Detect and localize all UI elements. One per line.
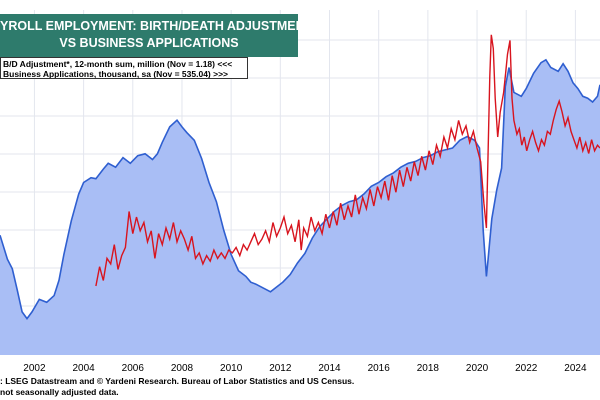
x-tick-label: 2004	[72, 363, 95, 374]
x-tick-label: 2002	[23, 363, 46, 374]
x-tick-label: 2006	[122, 363, 145, 374]
x-tick-label: 2016	[368, 363, 391, 374]
x-tick-label: 2020	[466, 363, 489, 374]
x-axis-ticks: 2002 2004 2006 2008 2010 2012 2014 2016 2018 2020…	[23, 363, 587, 374]
chart-title-line-1: YROLL EMPLOYMENT: BIRTH/DEATH ADJUSTMENT	[0, 19, 298, 33]
x-tick-label: 2008	[171, 363, 194, 374]
legend: B/D Adjustment*, 12-month sum, million (…	[0, 57, 248, 79]
x-tick-label: 2012	[269, 363, 292, 374]
business-applications-line	[0, 58, 600, 320]
x-tick-label: 2022	[515, 363, 538, 374]
x-tick-label: 2024	[564, 363, 587, 374]
legend-entry-business-applications: Business Applications, thousand, sa (Nov…	[3, 69, 229, 79]
chart-title: YROLL EMPLOYMENT: BIRTH/DEATH ADJUSTMENT…	[0, 14, 298, 57]
x-tick-label: 2018	[417, 363, 440, 374]
note-line: not seasonally adjusted data.	[0, 387, 119, 397]
source-line: : LSEG Datastream and © Yardeni Research…	[0, 376, 355, 386]
chart-title-line-2: VS BUSINESS APPLICATIONS	[59, 36, 239, 50]
business-applications-area	[0, 59, 600, 356]
x-tick-label: 2010	[220, 363, 243, 374]
legend-entry-bd-adjustment: B/D Adjustment*, 12-month sum, million (…	[3, 59, 233, 69]
birth-death-adjustment-line	[95, 34, 600, 287]
source-footnote: : LSEG Datastream and © Yardeni Research…	[0, 376, 354, 398]
x-tick-label: 2014	[318, 363, 341, 374]
